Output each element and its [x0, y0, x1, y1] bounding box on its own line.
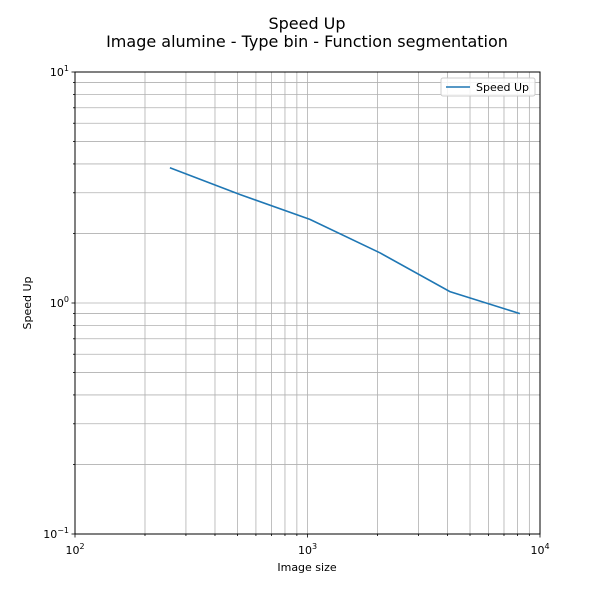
legend: Speed Up — [440, 77, 536, 97]
y-tick-label: 10−1 — [43, 526, 69, 541]
x-tick-label: 103 — [298, 542, 317, 557]
chart-subtitle: Image alumine - Type bin - Function segm… — [106, 32, 508, 51]
chart-title: Speed Up — [268, 14, 345, 33]
legend-box — [440, 77, 536, 97]
legend-label: Speed Up — [476, 81, 529, 94]
x-axis-label: Image size — [277, 561, 337, 574]
x-tick-label: 104 — [530, 542, 549, 557]
axis-ticks — [71, 71, 541, 538]
y-axis-label: Speed Up — [21, 276, 34, 329]
grid — [74, 71, 541, 535]
y-tick-label: 101 — [50, 64, 69, 79]
x-tick-label: 102 — [65, 542, 84, 557]
series-line-speed-up — [169, 167, 521, 315]
y-tick-label: 100 — [50, 295, 69, 310]
